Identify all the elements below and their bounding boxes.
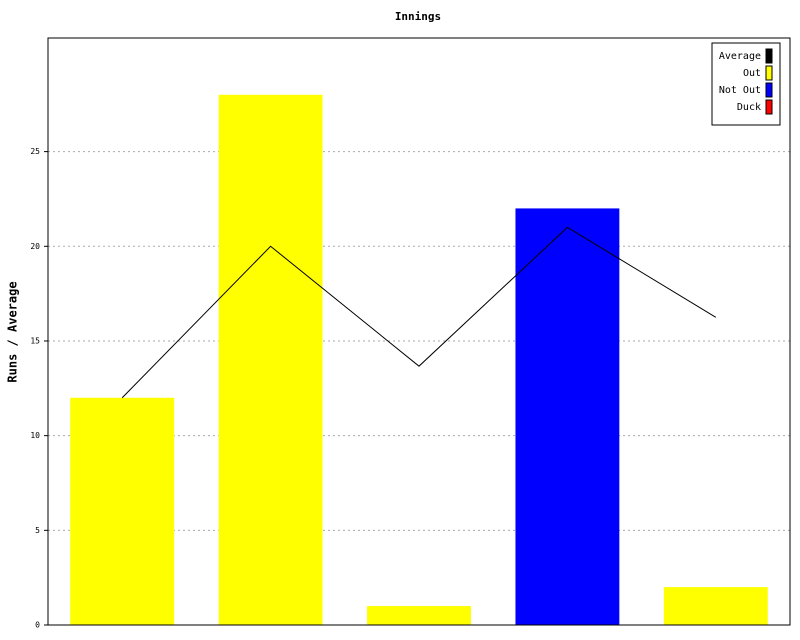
y-axis-label: Runs / Average (6, 281, 20, 382)
legend-label: Out (743, 68, 761, 79)
plot-frame (47, 37, 791, 626)
bar (515, 208, 620, 625)
bar (218, 94, 323, 625)
legend-label: Not Out (719, 85, 761, 96)
bar (70, 397, 175, 625)
legend-label: Average (719, 51, 761, 62)
average-line (121, 226, 717, 399)
y-tick-label: 0 (35, 621, 40, 630)
y-tick-label: 10 (30, 431, 40, 440)
legend-label: Duck (737, 102, 761, 113)
chart-title: Innings (395, 10, 441, 23)
y-tick-label: 20 (30, 242, 40, 251)
bar (663, 587, 768, 625)
legend-swatch (765, 65, 773, 81)
legend-swatch (765, 99, 773, 115)
y-tick-label: 5 (35, 526, 40, 535)
y-tick-label: 25 (30, 147, 40, 156)
legend-swatch (765, 48, 773, 64)
y-tick-label: 15 (30, 336, 40, 345)
bar (367, 606, 471, 625)
legend-swatch (765, 82, 773, 98)
